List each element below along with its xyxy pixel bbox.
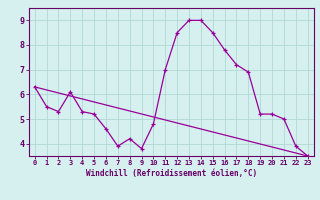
X-axis label: Windchill (Refroidissement éolien,°C): Windchill (Refroidissement éolien,°C): [86, 169, 257, 178]
